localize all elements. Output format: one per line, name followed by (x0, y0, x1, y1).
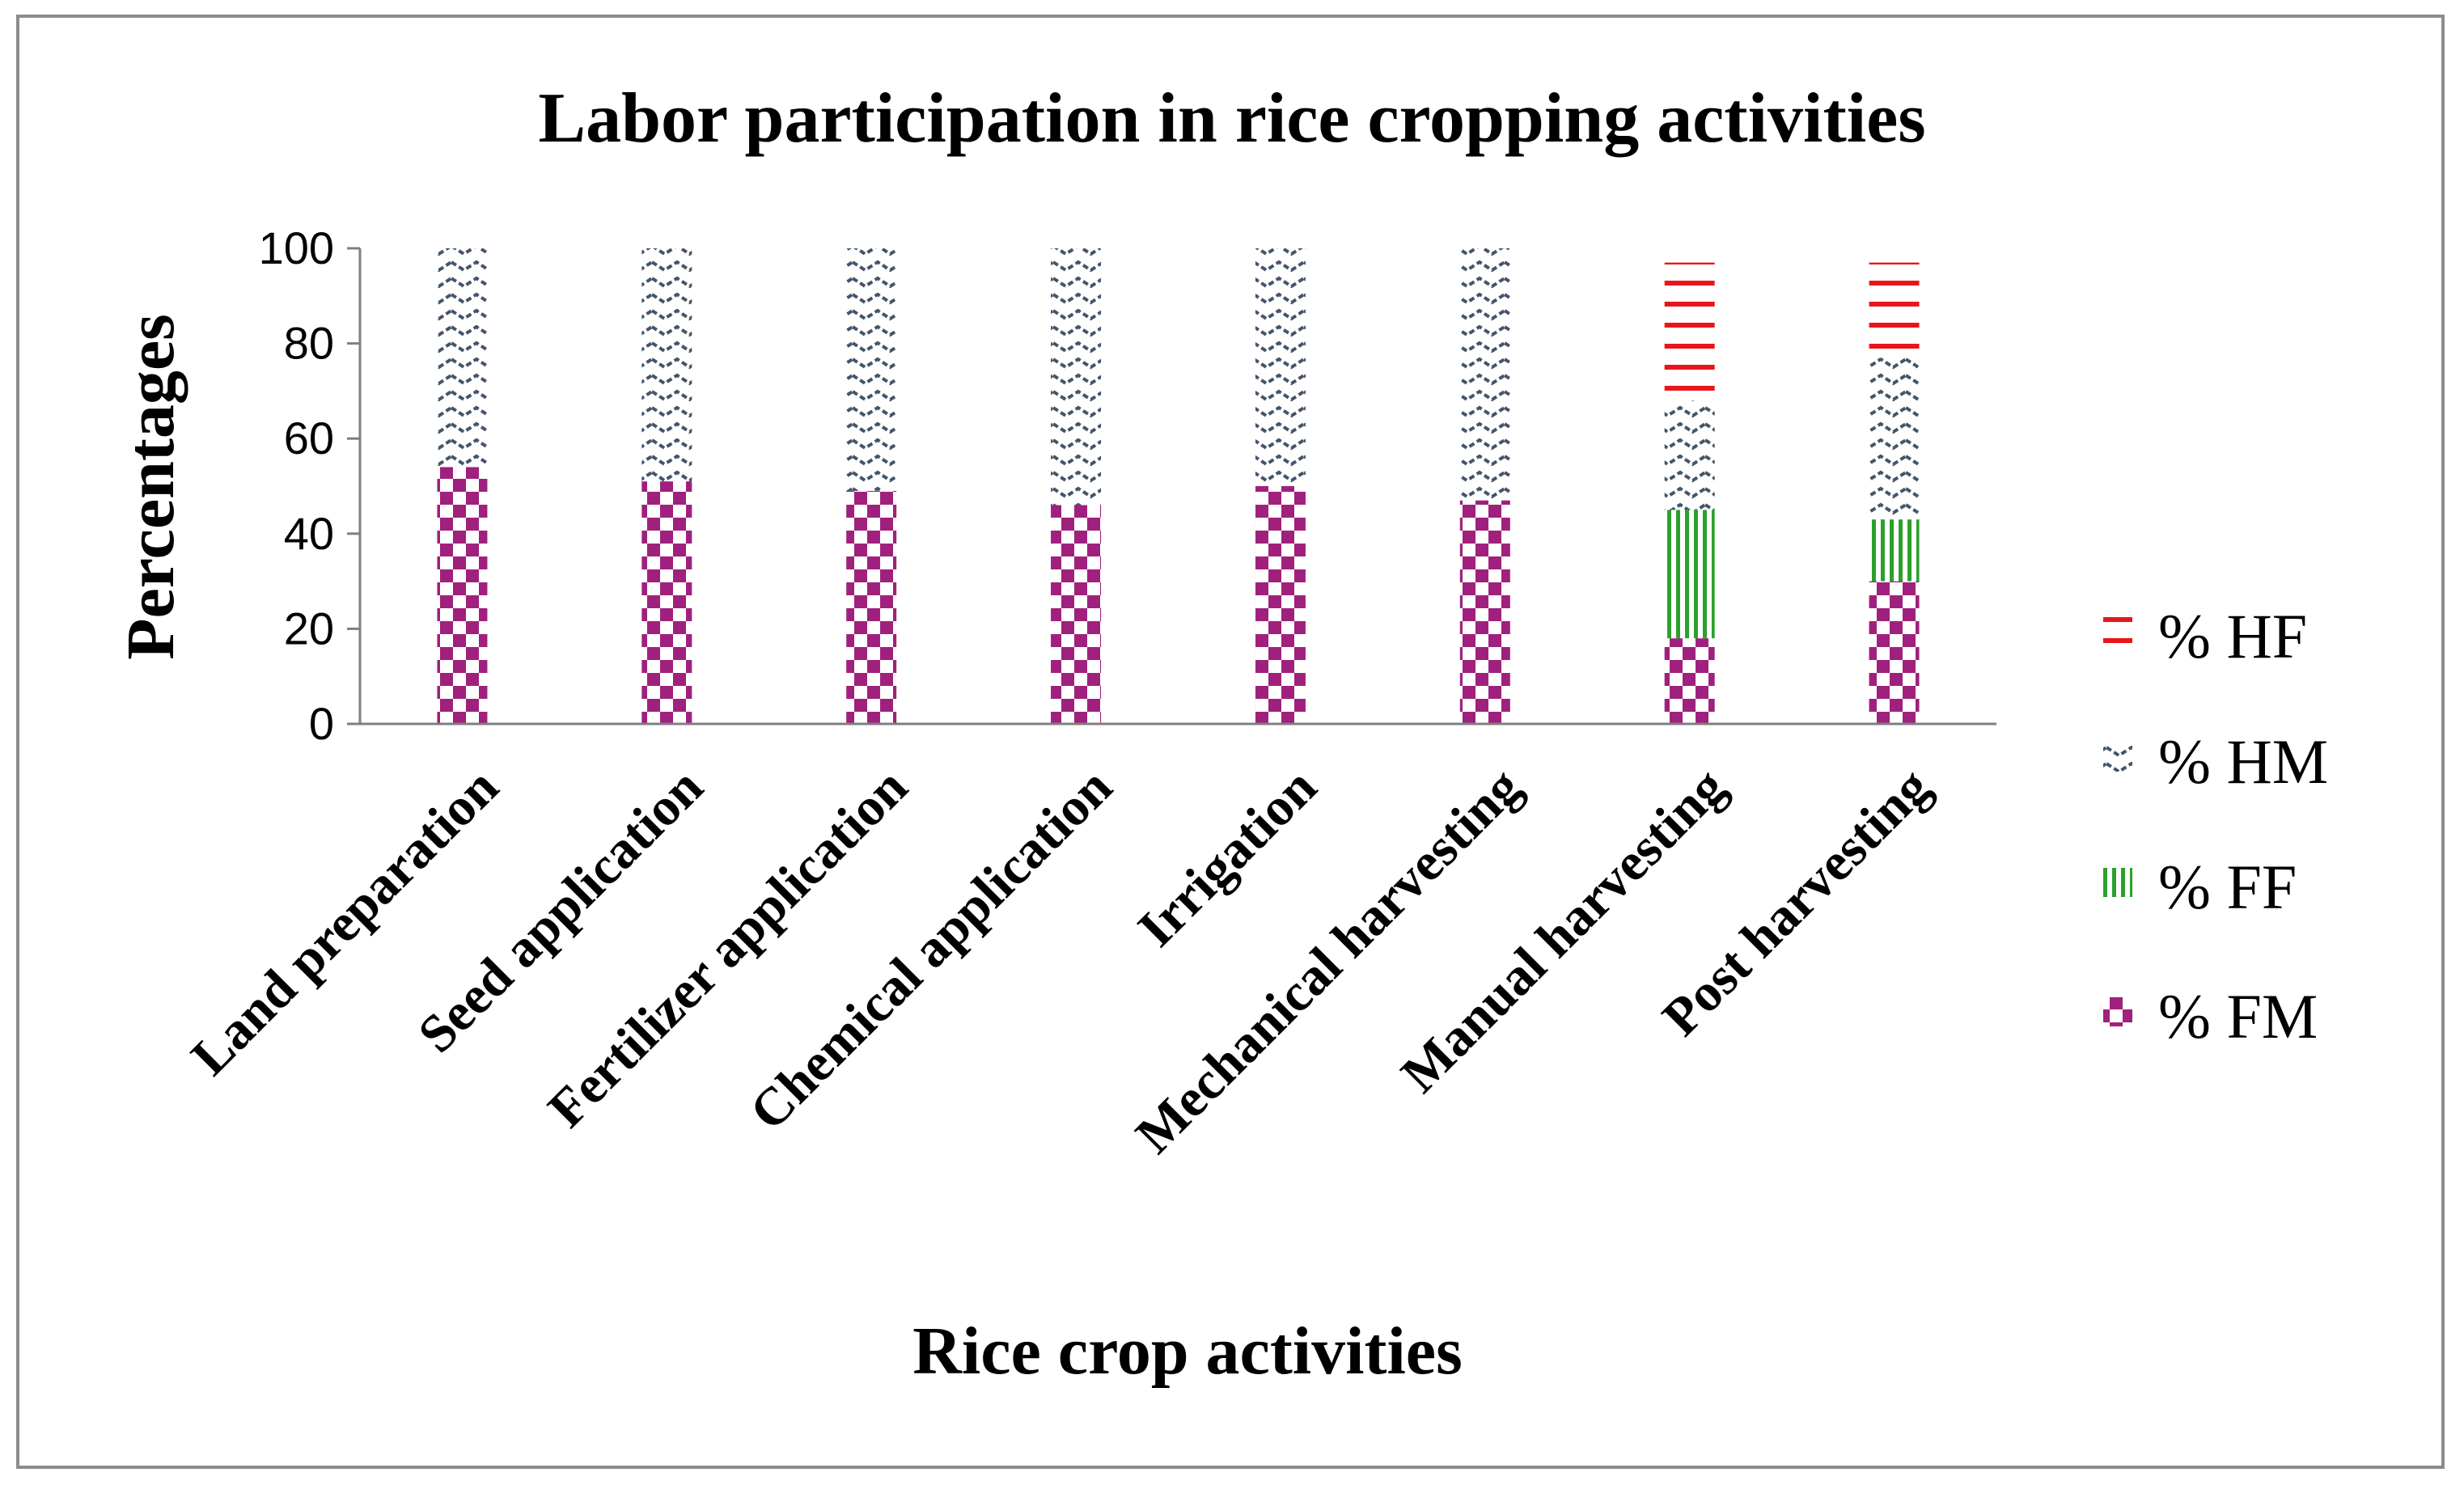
legend-swatch (2103, 997, 2132, 1026)
y-tick-label: 80 (284, 318, 334, 369)
bar-segment-hm (1664, 400, 1715, 510)
x-tick-label: Fertilizer application (537, 757, 919, 1139)
legend-label: % FF (2158, 852, 2297, 922)
legend-swatch (2103, 743, 2132, 772)
bar-segment-fm (1255, 486, 1306, 724)
x-axis-label: Rice crop activities (912, 1314, 1463, 1389)
bar-segment-fm (1459, 500, 1510, 724)
bar-segment-fm (1051, 505, 1102, 724)
bar-segment-hm (1459, 248, 1510, 501)
bar-segment-fm (1664, 638, 1715, 724)
x-tick-label: Irrigation (1127, 757, 1328, 958)
legend-swatch (2103, 617, 2132, 646)
x-tick-label: Mechanical harvesting (1124, 757, 1532, 1165)
legend-label: % FM (2158, 981, 2318, 1051)
legend-label: % HM (2158, 726, 2328, 797)
y-tick-label: 60 (284, 413, 334, 463)
bar-segment-fm (437, 467, 488, 724)
axes (347, 248, 1996, 726)
chart-frame (16, 15, 2445, 1469)
bar-segment-hm (846, 248, 897, 491)
x-tick-label: Chemical application (739, 757, 1124, 1142)
legend-swatch (2103, 868, 2132, 897)
bar-segment-fm (1869, 581, 1920, 724)
y-axis-ticks: 0 20 40 60 80 100 (259, 222, 360, 749)
y-tick-label: 40 (284, 508, 334, 559)
bar-segment-hm (641, 248, 692, 482)
legend-label: % HF (2158, 601, 2307, 671)
bar-segment-hm (1869, 358, 1920, 520)
bar-segment-fm (846, 490, 897, 724)
bar-segment-hf (1664, 262, 1715, 401)
bar-segment-hm (1051, 248, 1102, 506)
y-tick-label: 100 (259, 222, 334, 273)
bar-segment-ff (1664, 510, 1715, 639)
bar-segment-hm (437, 248, 488, 468)
bars (437, 248, 1920, 724)
bar-segment-hf (1869, 262, 1920, 358)
y-tick-label: 20 (284, 603, 334, 654)
chart-title: Labor participation in rice cropping act… (538, 79, 1925, 158)
legend: % HF % HM % FF % FM (2103, 601, 2328, 1051)
bar-segment-fm (641, 481, 692, 724)
y-axis-label: Percentages (113, 314, 188, 660)
y-tick-label: 0 (309, 698, 334, 749)
bar-segment-ff (1869, 519, 1920, 582)
bar-segment-hm (1255, 248, 1306, 486)
